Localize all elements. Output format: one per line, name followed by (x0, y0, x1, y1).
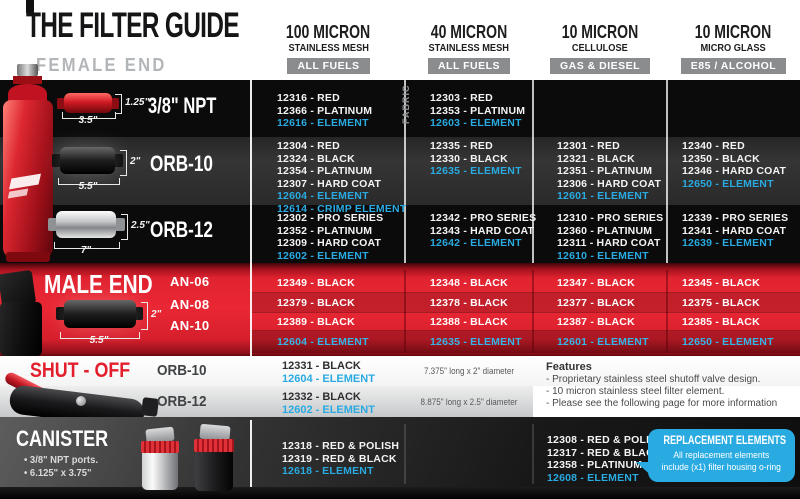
an10-label: AN-10 (170, 318, 210, 333)
replacement-elements-callout: REPLACEMENT ELEMENTS All replacement ele… (648, 429, 795, 482)
fabric-note: FABRIC (401, 84, 411, 125)
table-cell: 12387 - BLACK (557, 316, 635, 328)
table-cell: 12650 - ELEMENT (682, 336, 774, 348)
column-divider (666, 270, 668, 353)
dimension-label-width: 3.5" (78, 115, 98, 126)
column-header-10-micron-cellulose: 10 MICRON CELLULOSE GAS & DIESEL (533, 23, 667, 75)
dimension-label-height: 1.25" (125, 97, 150, 108)
column-divider (404, 424, 406, 484)
fuel-badge: E85 / ALCOHOL (680, 58, 787, 75)
table-cell: 12308 - RED & POLISH 12317 - RED & BLACK… (547, 434, 665, 484)
callout-title: REPLACEMENT ELEMENTS (663, 435, 787, 447)
table-cell: 12375 - BLACK (682, 297, 760, 309)
shutoff-orb10-label: ORB-10 (157, 362, 207, 379)
table-cell: 12388 - BLACK (430, 316, 508, 328)
table-cell: 12345 - BLACK (682, 277, 760, 289)
table-cell: 12339 - PRO SERIES 12341 - HARD COAT 126… (682, 212, 789, 250)
table-cell: 12349 - BLACK (277, 277, 355, 289)
corner-mark (26, 0, 34, 13)
table-cell: 12377 - BLACK (557, 297, 635, 309)
column-header-100-micron: 100 MICRON STAINLESS MESH ALL FUELS (286, 22, 371, 75)
table-cell: 12385 - BLACK (682, 316, 760, 328)
column-divider (250, 263, 252, 356)
bottom-bar (0, 487, 800, 499)
dimension-line (54, 242, 120, 249)
table-cell: 12302 - PRO SERIES 12352 - PLATINUM 1230… (277, 212, 384, 262)
dimension-line (115, 94, 122, 114)
table-cell: 12389 - BLACK (277, 316, 355, 328)
shutoff-orb12-label: ORB-12 (157, 393, 207, 410)
canister-section-label: CANISTER (16, 426, 109, 451)
table-cell: 12318 - RED & POLISH 12319 - RED & BLACK… (282, 440, 400, 478)
shutoff-row-orb10-band (0, 356, 800, 386)
page-title-text: THE FILTER GUIDE (26, 6, 240, 45)
female-end-section-label: FEMALE END (36, 55, 167, 75)
column-divider (666, 80, 668, 263)
dimension-line (58, 178, 120, 185)
column-divider (404, 80, 406, 263)
row-label-npt: 3/8" NPT (148, 93, 217, 118)
table-cell: 12301 - RED 12321 - BLACK 12351 - PLATIN… (557, 140, 662, 203)
column-divider (250, 80, 252, 356)
canister-bullets: • 3/8" NPT ports. • 6.125" x 3.75" (24, 454, 98, 479)
dimension-line (120, 150, 127, 176)
shutoff-size-note: 7.375" long x 2" diameter (423, 366, 515, 377)
dimension-label-width: 5.5" (89, 335, 109, 346)
fuel-badge: GAS & DIESEL (549, 58, 651, 75)
shutoff-size-note: 8.875" long x 2.5" diameter (420, 397, 518, 408)
row-label-orb10: ORB-10 (150, 151, 213, 176)
column-divider (250, 420, 252, 487)
fuel-badge: ALL FUELS (427, 58, 511, 75)
male-row-stripe (250, 331, 800, 353)
table-cell: 12347 - BLACK (557, 277, 635, 289)
dimension-label-width: 5.5" (78, 181, 98, 192)
table-cell: 12378 - BLACK (430, 297, 508, 309)
features-block: Features - Proprietary stainless steel s… (546, 361, 778, 409)
column-divider (532, 270, 534, 353)
dimension-label-height: 2" (130, 156, 141, 167)
column-divider (404, 270, 406, 353)
an06-label: AN-06 (170, 274, 210, 289)
table-cell: 12604 - ELEMENT (277, 336, 369, 348)
table-cell: 12303 - RED 12353 - PLATINUM 12603 - ELE… (430, 92, 526, 130)
dimension-label-height: 2" (151, 309, 162, 320)
table-cell: 12601 - ELEMENT (557, 336, 649, 348)
shutoff-section-label: SHUT - OFF (30, 359, 131, 382)
page-title: THE FILTER GUIDE (26, 8, 330, 43)
dimension-label-height: 2.5" (131, 220, 150, 231)
column-divider (532, 424, 534, 484)
column-divider (532, 80, 534, 263)
dimension-line (141, 302, 148, 330)
table-cell: 12332 - BLACK 12602 - ELEMENT (282, 391, 375, 416)
male-row-stripe (250, 293, 800, 312)
table-cell: 12316 - RED 12366 - PLATINUM 12616 - ELE… (277, 92, 373, 130)
dimension-line (121, 214, 128, 240)
table-cell: 12379 - BLACK (277, 297, 355, 309)
dimension-line (62, 112, 116, 119)
table-cell: 12635 - ELEMENT (430, 336, 522, 348)
dimension-label-width: 7" (80, 245, 92, 256)
table-cell: 12335 - RED 12330 - BLACK 12635 - ELEMEN… (430, 140, 522, 178)
an08-label: AN-08 (170, 297, 210, 312)
column-header-40-micron: 40 MICRON STAINLESS MESH ALL FUELS (427, 22, 511, 75)
table-cell: 12340 - RED 12350 - BLACK 12346 - HARD C… (682, 140, 787, 190)
fuel-badge: ALL FUELS (287, 58, 370, 75)
row-label-orb12: ORB-12 (150, 217, 213, 242)
male-end-section-label: MALE END (44, 269, 153, 299)
column-header-10-micron-microglass: 10 MICRON MICRO GLASS E85 / ALCOHOL (667, 23, 800, 75)
table-cell: 12331 - BLACK 12604 - ELEMENT (282, 360, 375, 385)
table-cell: 12348 - BLACK (430, 277, 508, 289)
dimension-line (60, 332, 140, 339)
features-title: Features (546, 361, 592, 373)
table-cell: 12304 - RED 12324 - BLACK 12354 - PLATIN… (277, 140, 407, 215)
table-cell: 12342 - PRO SERIES 12343 - HARD COAT 126… (430, 212, 537, 250)
table-cell: 12310 - PRO SERIES 12360 - PLATINUM 1231… (557, 212, 664, 262)
